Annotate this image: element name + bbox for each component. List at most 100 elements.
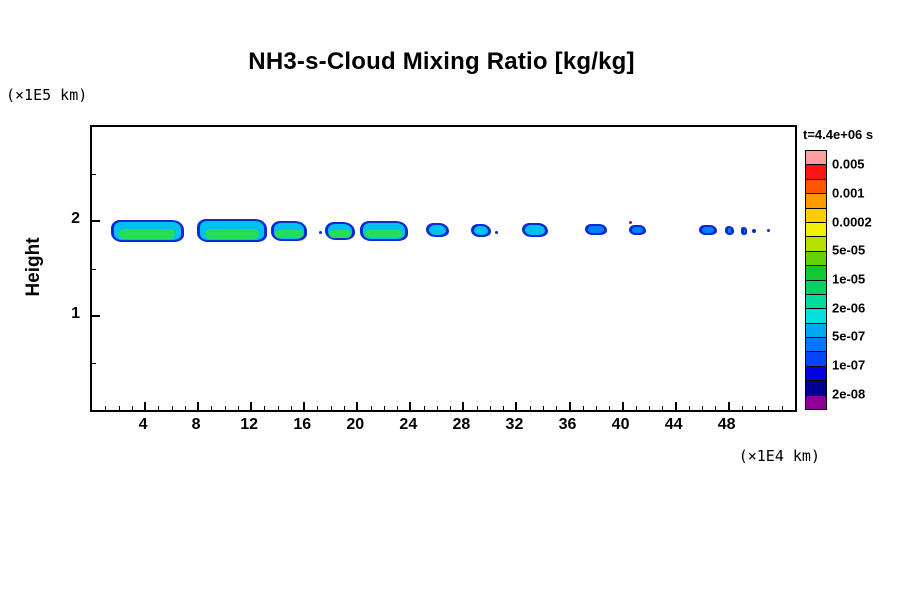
colorbar-level-label: 0.005 xyxy=(832,156,865,172)
y-axis-minor-tick xyxy=(92,362,96,364)
x-axis-minor-tick xyxy=(662,406,664,410)
cloud-speck xyxy=(495,231,499,235)
x-axis-minor-tick xyxy=(211,406,213,410)
x-axis-minor-tick xyxy=(702,406,704,410)
x-axis-tick-label: 20 xyxy=(346,416,365,433)
x-axis-tick xyxy=(727,402,730,410)
x-axis-minor-tick xyxy=(450,406,452,410)
cloud-blob-green-core xyxy=(365,229,403,239)
colorbar-segment xyxy=(806,351,826,366)
y-axis-tick xyxy=(92,220,100,223)
cloud-blob xyxy=(271,221,307,242)
x-axis-tick-label: 12 xyxy=(240,416,259,433)
x-axis-tick xyxy=(515,402,518,410)
x-axis-minor-tick xyxy=(397,406,399,410)
colorbar-segment xyxy=(806,151,826,165)
x-axis-minor-tick xyxy=(184,406,186,410)
x-axis-tick-label: 40 xyxy=(611,416,630,433)
x-axis-tick-label: 24 xyxy=(399,416,418,433)
x-axis-minor-tick xyxy=(171,406,173,410)
y-axis-minor-tick xyxy=(92,174,96,176)
x-axis-minor-tick xyxy=(582,406,584,410)
cloud-blob xyxy=(471,224,492,238)
cloud-speck xyxy=(751,228,756,233)
y-axis-tick-label: 2 xyxy=(71,210,80,228)
cloud-blob xyxy=(585,224,607,236)
cloud-blob-blue-layer xyxy=(588,226,604,234)
x-axis-tick xyxy=(197,402,200,410)
cloud-blob-green-core xyxy=(275,229,303,239)
x-axis-minor-tick xyxy=(715,406,717,410)
x-axis-minor-tick xyxy=(529,406,531,410)
x-axis-minor-tick xyxy=(781,406,783,410)
x-axis-minor-tick xyxy=(688,406,690,410)
x-axis-tick-label: 28 xyxy=(452,416,471,433)
colorbar-level-label: 1e-05 xyxy=(832,271,866,287)
cloud-blob xyxy=(740,226,748,235)
x-axis-minor-tick xyxy=(741,406,743,410)
x-axis-minor-tick xyxy=(224,406,226,410)
cloud-blob-cyan-layer xyxy=(429,225,446,236)
x-axis-minor-tick xyxy=(609,406,611,410)
cloud-speck xyxy=(629,220,633,224)
plot-area xyxy=(90,125,797,412)
cloud-blob-blue-layer xyxy=(702,227,714,234)
x-axis-minor-tick xyxy=(158,406,160,410)
colorbar-time-label: t=4.4e+06 s xyxy=(803,127,874,142)
x-axis-tick-label: 8 xyxy=(191,416,201,433)
x-axis-unit-label: (×1E4 km) xyxy=(738,447,820,465)
y-axis-title: Height xyxy=(23,237,44,297)
cloud-blob-cyan-layer xyxy=(474,226,489,236)
colorbar-segment xyxy=(806,308,826,323)
colorbar-level-label: 5e-05 xyxy=(832,242,866,258)
x-axis-tick-label: 36 xyxy=(558,416,577,433)
cloud-blob xyxy=(110,220,184,243)
cloud-blob-green-core xyxy=(204,228,260,239)
colorbar-segment xyxy=(806,279,826,294)
cloud-blob xyxy=(196,219,268,243)
x-axis-minor-tick xyxy=(489,406,491,410)
colorbar-segment xyxy=(806,178,826,194)
x-axis-tick xyxy=(409,402,412,410)
x-axis-tick-label: 4 xyxy=(138,416,148,433)
cloud-blob-green-core xyxy=(328,229,352,238)
x-axis-minor-tick xyxy=(118,406,120,410)
x-axis-tick xyxy=(250,402,253,410)
colorbar-level-label: 5e-07 xyxy=(832,328,866,344)
x-axis-tick xyxy=(621,402,624,410)
x-axis-tick-label: 32 xyxy=(505,416,524,433)
colorbar-segment xyxy=(806,193,826,208)
colorbar-segment xyxy=(806,221,826,237)
x-axis-tick-label: 48 xyxy=(717,416,736,433)
cloud-blob xyxy=(325,222,355,241)
y-axis-tick-label: 1 xyxy=(71,304,80,322)
cloud-blob xyxy=(521,223,549,238)
colorbar xyxy=(805,150,827,410)
x-axis-minor-tick xyxy=(290,406,292,410)
x-axis-minor-tick xyxy=(423,406,425,410)
x-axis-minor-tick xyxy=(542,406,544,410)
colorbar-segment xyxy=(806,265,826,280)
x-axis-minor-tick xyxy=(237,406,239,410)
x-axis-minor-tick xyxy=(556,406,558,410)
colorbar-segment xyxy=(806,337,826,352)
x-axis-minor-tick xyxy=(131,406,133,410)
x-axis-minor-tick xyxy=(768,406,770,410)
cloud-blob xyxy=(426,223,449,238)
x-axis-minor-tick xyxy=(277,406,279,410)
cloud-blob-green-core xyxy=(118,229,176,239)
cloud-speck xyxy=(766,229,770,233)
y-axis-unit-label: (×1E5 km) xyxy=(6,86,88,104)
cloud-speck xyxy=(318,231,322,235)
x-axis-tick xyxy=(674,402,677,410)
x-axis-minor-tick xyxy=(383,406,385,410)
colorbar-segment xyxy=(806,322,826,338)
colorbar-segment xyxy=(806,380,826,395)
cloud-blob xyxy=(359,221,408,242)
cloud-blob-blue-layer xyxy=(743,228,745,233)
cloud-blob-cyan-layer xyxy=(524,225,546,236)
cloud-blob xyxy=(629,225,647,236)
x-axis-minor-tick xyxy=(330,406,332,410)
x-axis-tick xyxy=(356,402,359,410)
